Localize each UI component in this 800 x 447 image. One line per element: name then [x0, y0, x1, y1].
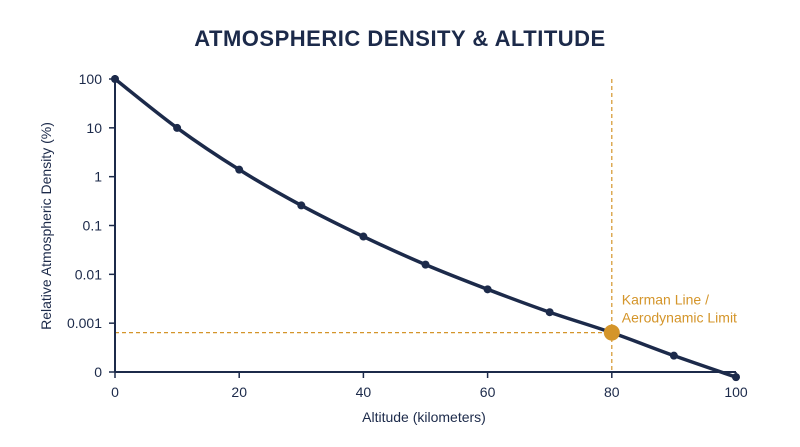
x-tick-label: 100	[724, 384, 748, 400]
y-tick-label: 1	[94, 169, 102, 185]
x-tick-label: 40	[356, 384, 372, 400]
karman-line-marker	[603, 324, 620, 341]
karman-line-label: Aerodynamic Limit	[622, 310, 737, 326]
data-point	[421, 260, 430, 269]
x-tick-label: 80	[604, 384, 620, 400]
y-tick-label: 10	[86, 120, 102, 136]
data-point	[297, 201, 306, 210]
data-point	[173, 123, 182, 132]
data-point	[545, 308, 554, 317]
x-tick-label: 20	[231, 384, 247, 400]
x-axis-label: Altitude (kilometers)	[362, 409, 486, 425]
data-point	[483, 285, 492, 294]
annotation-layer: Karman Line / Aerodynamic Limit	[603, 292, 737, 341]
data-point	[359, 232, 368, 241]
data-point	[669, 351, 678, 360]
y-tick-label: 0.001	[67, 315, 102, 331]
y-tick-label: 0	[94, 364, 102, 380]
data-point	[235, 165, 244, 174]
chart-title: ATMOSPHERIC DENSITY & ALTITUDE	[194, 26, 606, 51]
y-tick-label: 0.1	[83, 218, 103, 234]
y-axis-label: Relative Atmospheric Density (%)	[38, 122, 54, 330]
karman-line-label: Karman Line /	[622, 292, 709, 308]
axes	[114, 75, 736, 373]
x-tick-label: 60	[480, 384, 496, 400]
karman-guide-lines	[115, 79, 613, 372]
series-layer	[111, 75, 740, 382]
y-tick-label: 100	[79, 71, 103, 87]
tick-layer: 0 20 40 60 80 100 0 0.001 0.01 0.1 1 10 100	[67, 71, 748, 400]
x-tick-label: 0	[111, 384, 119, 400]
y-tick-label: 0.01	[75, 266, 102, 282]
